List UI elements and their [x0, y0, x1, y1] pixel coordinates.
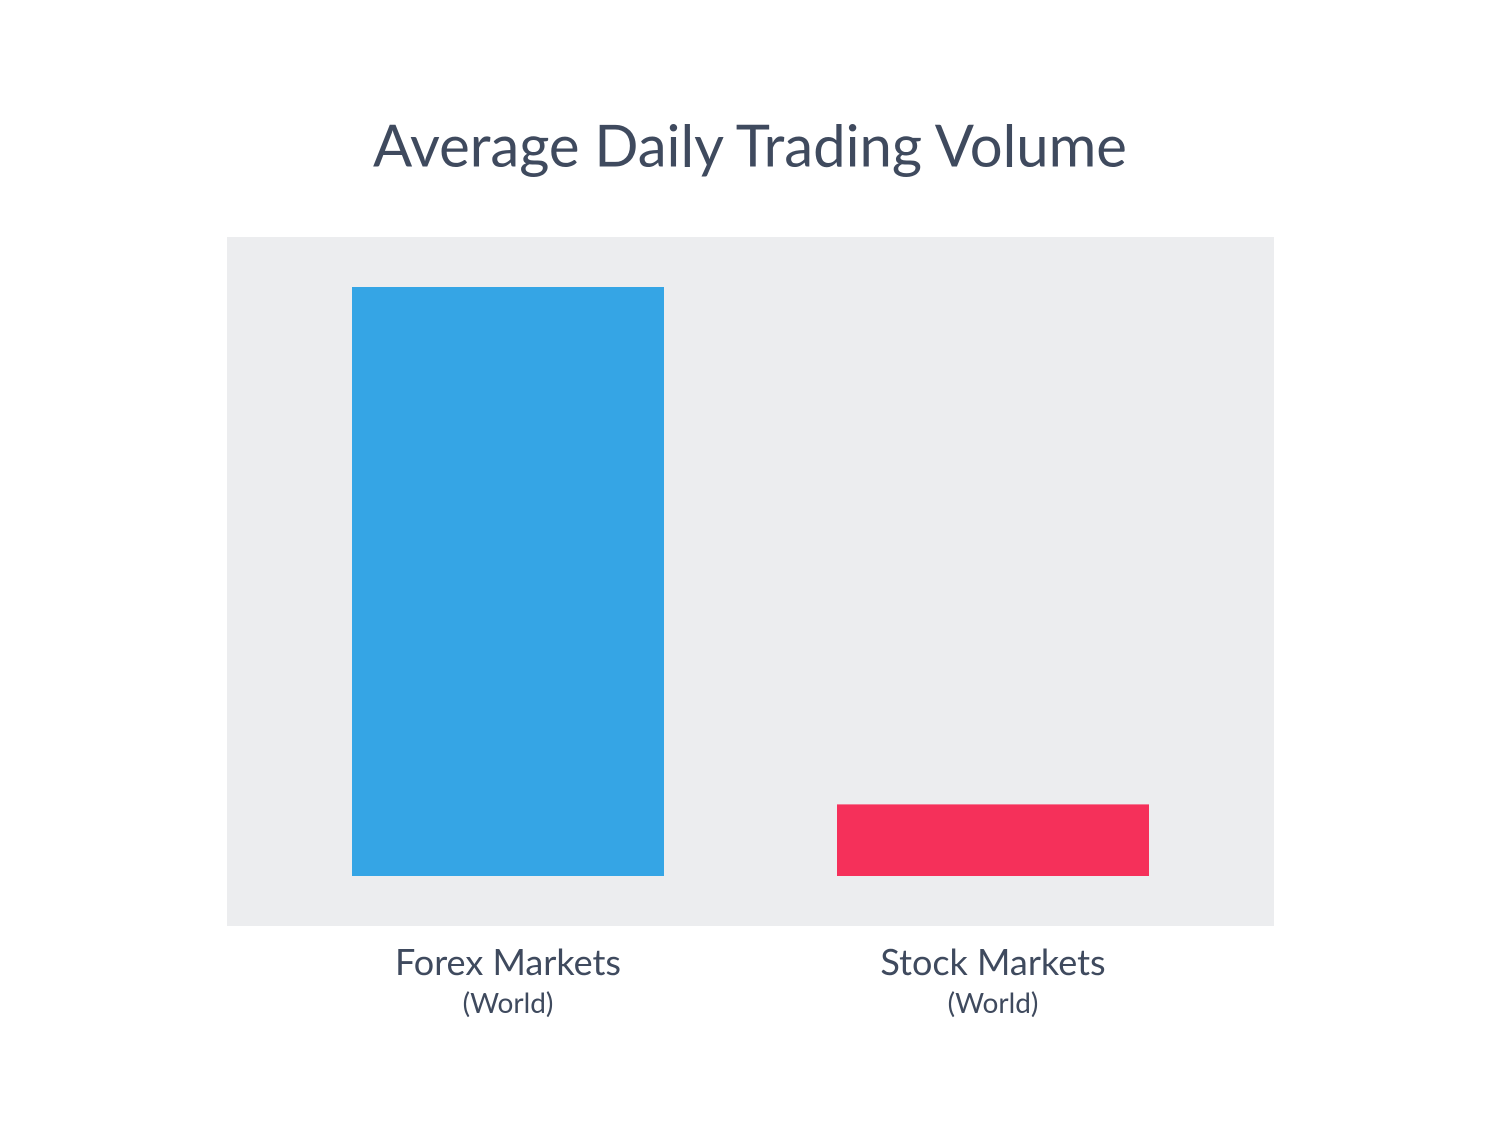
x-tick-sublabel: (World): [948, 985, 1039, 1019]
chart-title: Average Daily Trading Volume: [373, 111, 1127, 180]
x-tick-label: Stock Markets: [880, 939, 1105, 983]
x-tick-sublabel: (World): [463, 985, 554, 1019]
bar: [837, 804, 1149, 876]
bar: [352, 287, 664, 876]
x-tick-label: Forex Markets: [395, 939, 621, 983]
